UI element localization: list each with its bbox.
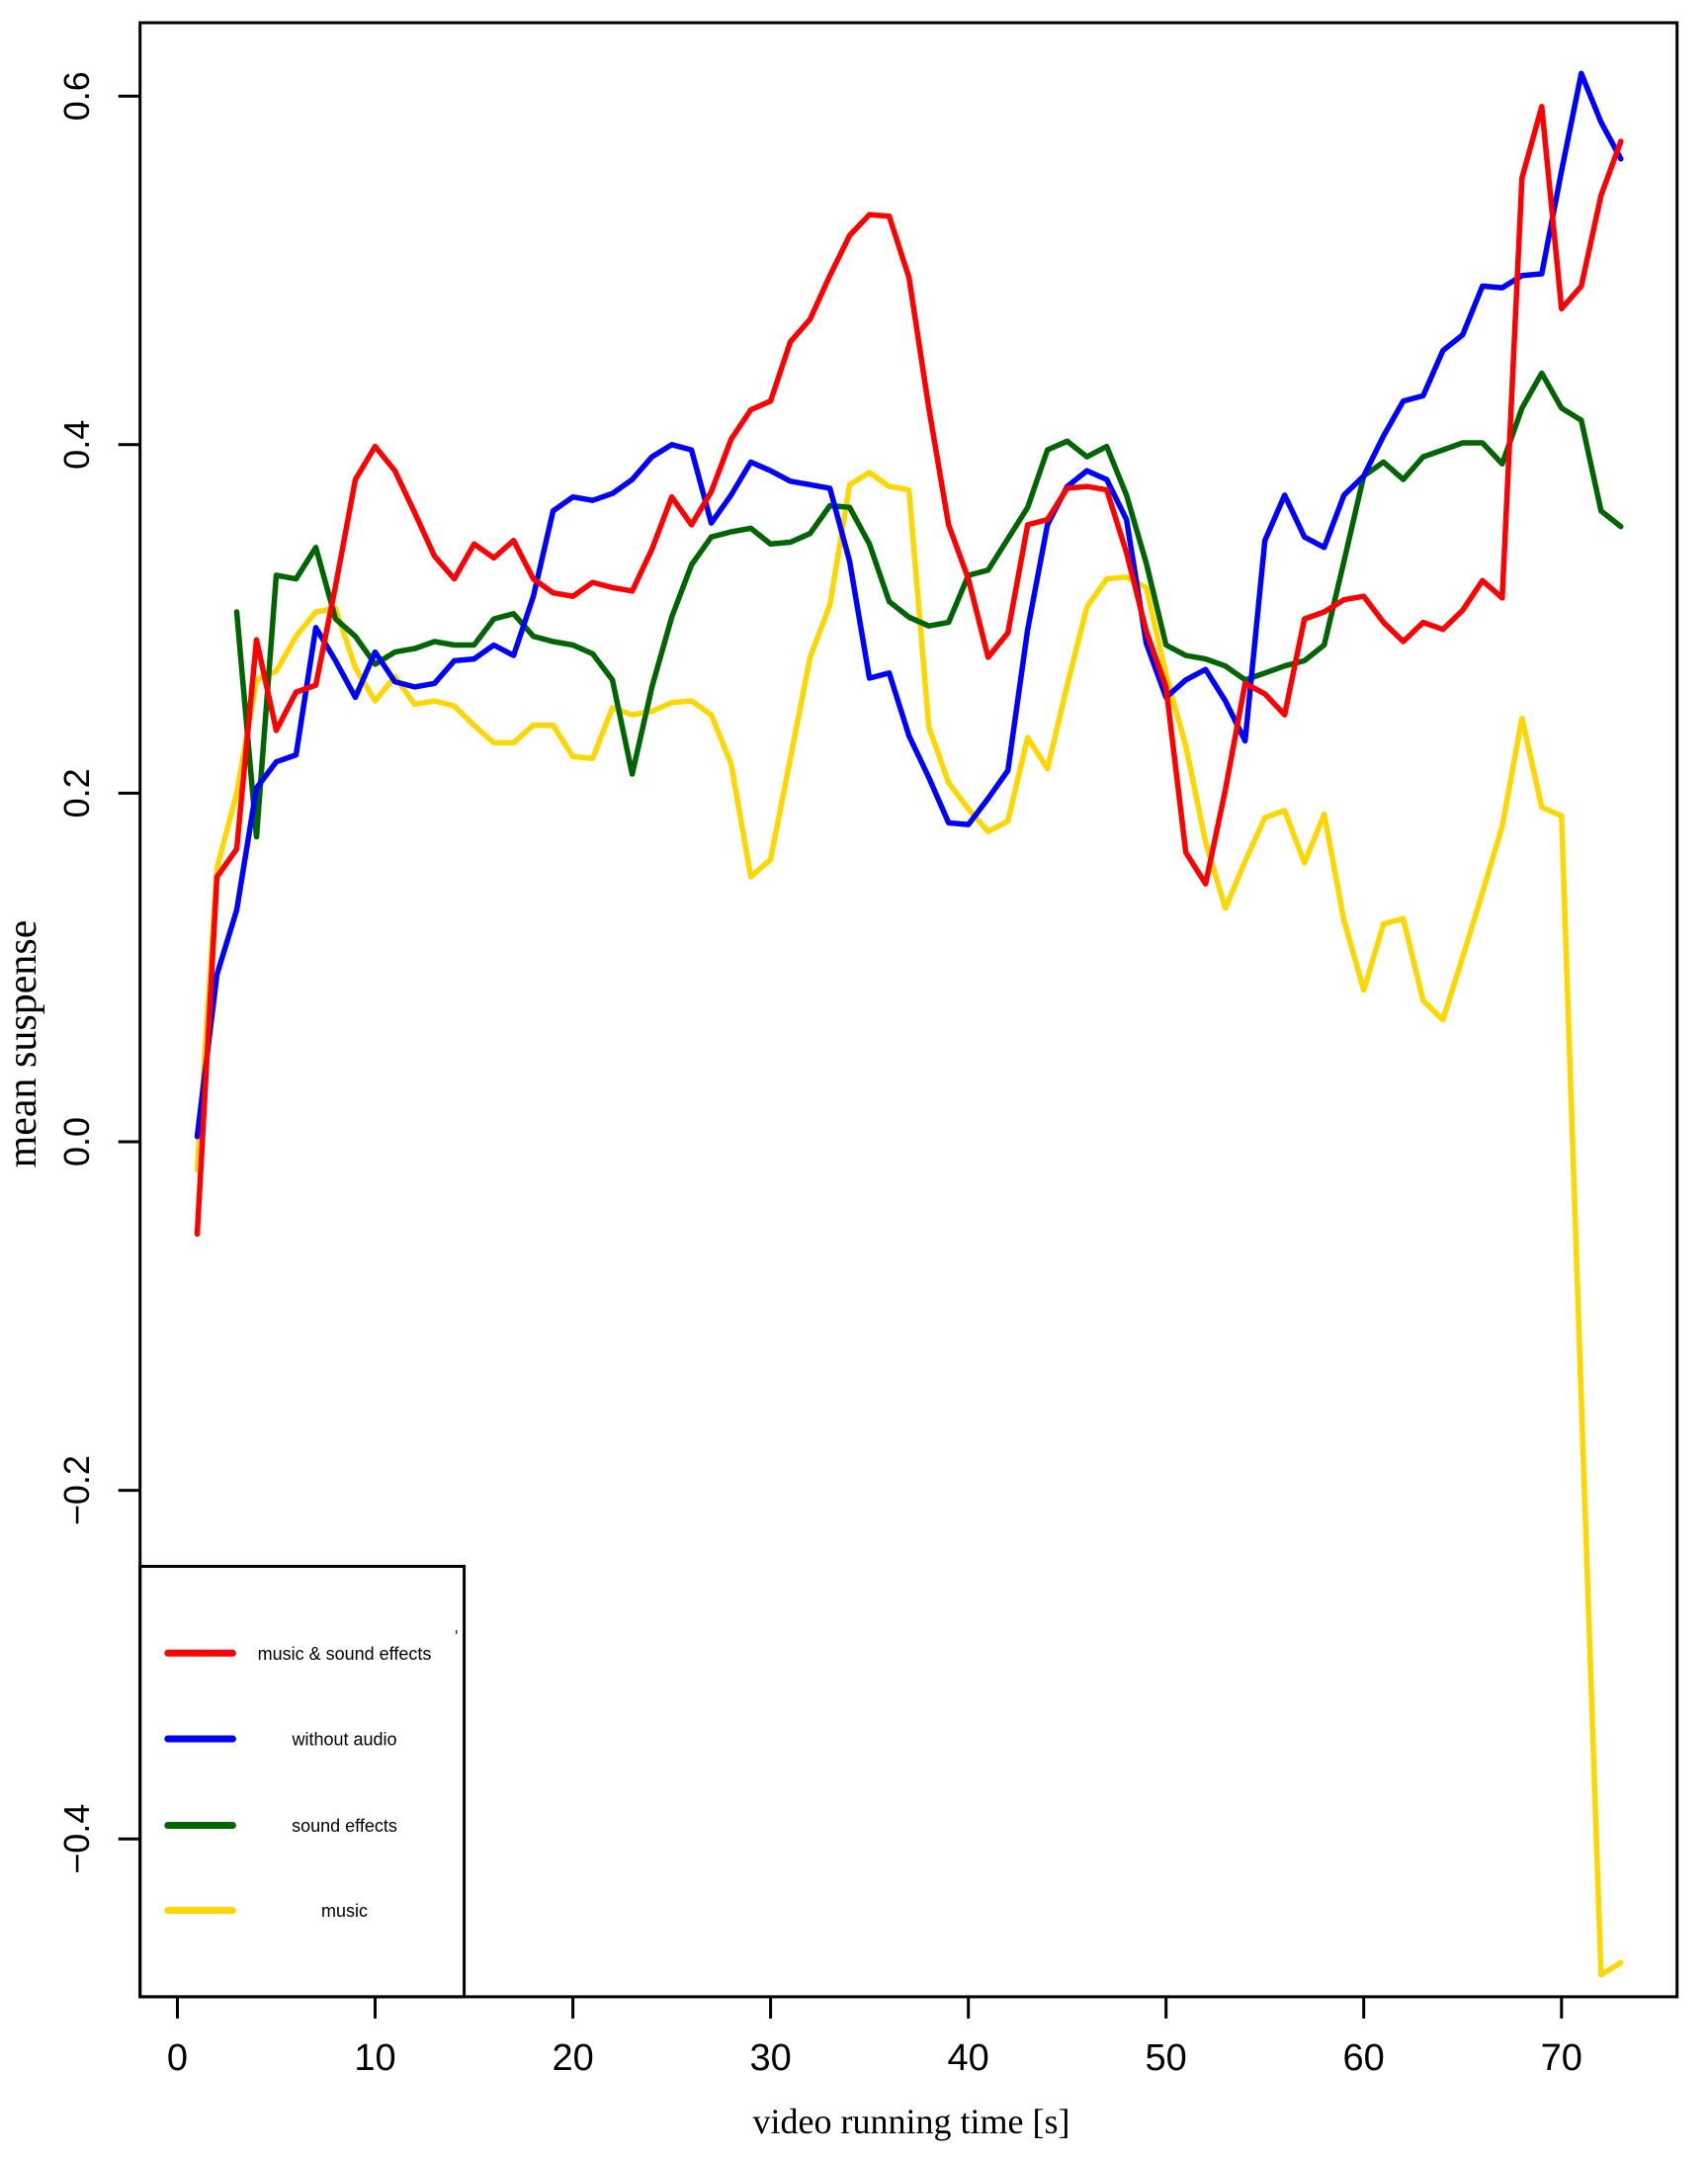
svg-text:40: 40 bbox=[948, 2037, 989, 2079]
svg-text:0: 0 bbox=[167, 2037, 188, 2079]
svg-text:50: 50 bbox=[1146, 2037, 1187, 2079]
svg-text:0.6: 0.6 bbox=[56, 71, 97, 121]
svg-text:without audio: without audio bbox=[291, 1730, 396, 1750]
svg-text:60: 60 bbox=[1343, 2037, 1385, 2079]
svg-text:': ' bbox=[455, 1627, 458, 1647]
svg-text:−0.4: −0.4 bbox=[56, 1804, 97, 1874]
svg-text:music: music bbox=[321, 1901, 368, 1921]
svg-text:0.0: 0.0 bbox=[56, 1117, 97, 1166]
svg-text:0.4: 0.4 bbox=[56, 420, 97, 470]
svg-text:video running time [s]: video running time [s] bbox=[753, 2102, 1070, 2141]
svg-text:music & sound effects: music & sound effects bbox=[258, 1644, 432, 1664]
svg-text:mean suspense: mean suspense bbox=[0, 920, 45, 1168]
svg-text:sound effects: sound effects bbox=[292, 1816, 397, 1836]
svg-text:30: 30 bbox=[749, 2037, 791, 2079]
svg-text:70: 70 bbox=[1541, 2037, 1582, 2079]
svg-text:−0.2: −0.2 bbox=[56, 1455, 97, 1525]
svg-text:20: 20 bbox=[552, 2037, 593, 2079]
svg-text:10: 10 bbox=[354, 2037, 395, 2079]
svg-text:0.2: 0.2 bbox=[56, 768, 97, 818]
